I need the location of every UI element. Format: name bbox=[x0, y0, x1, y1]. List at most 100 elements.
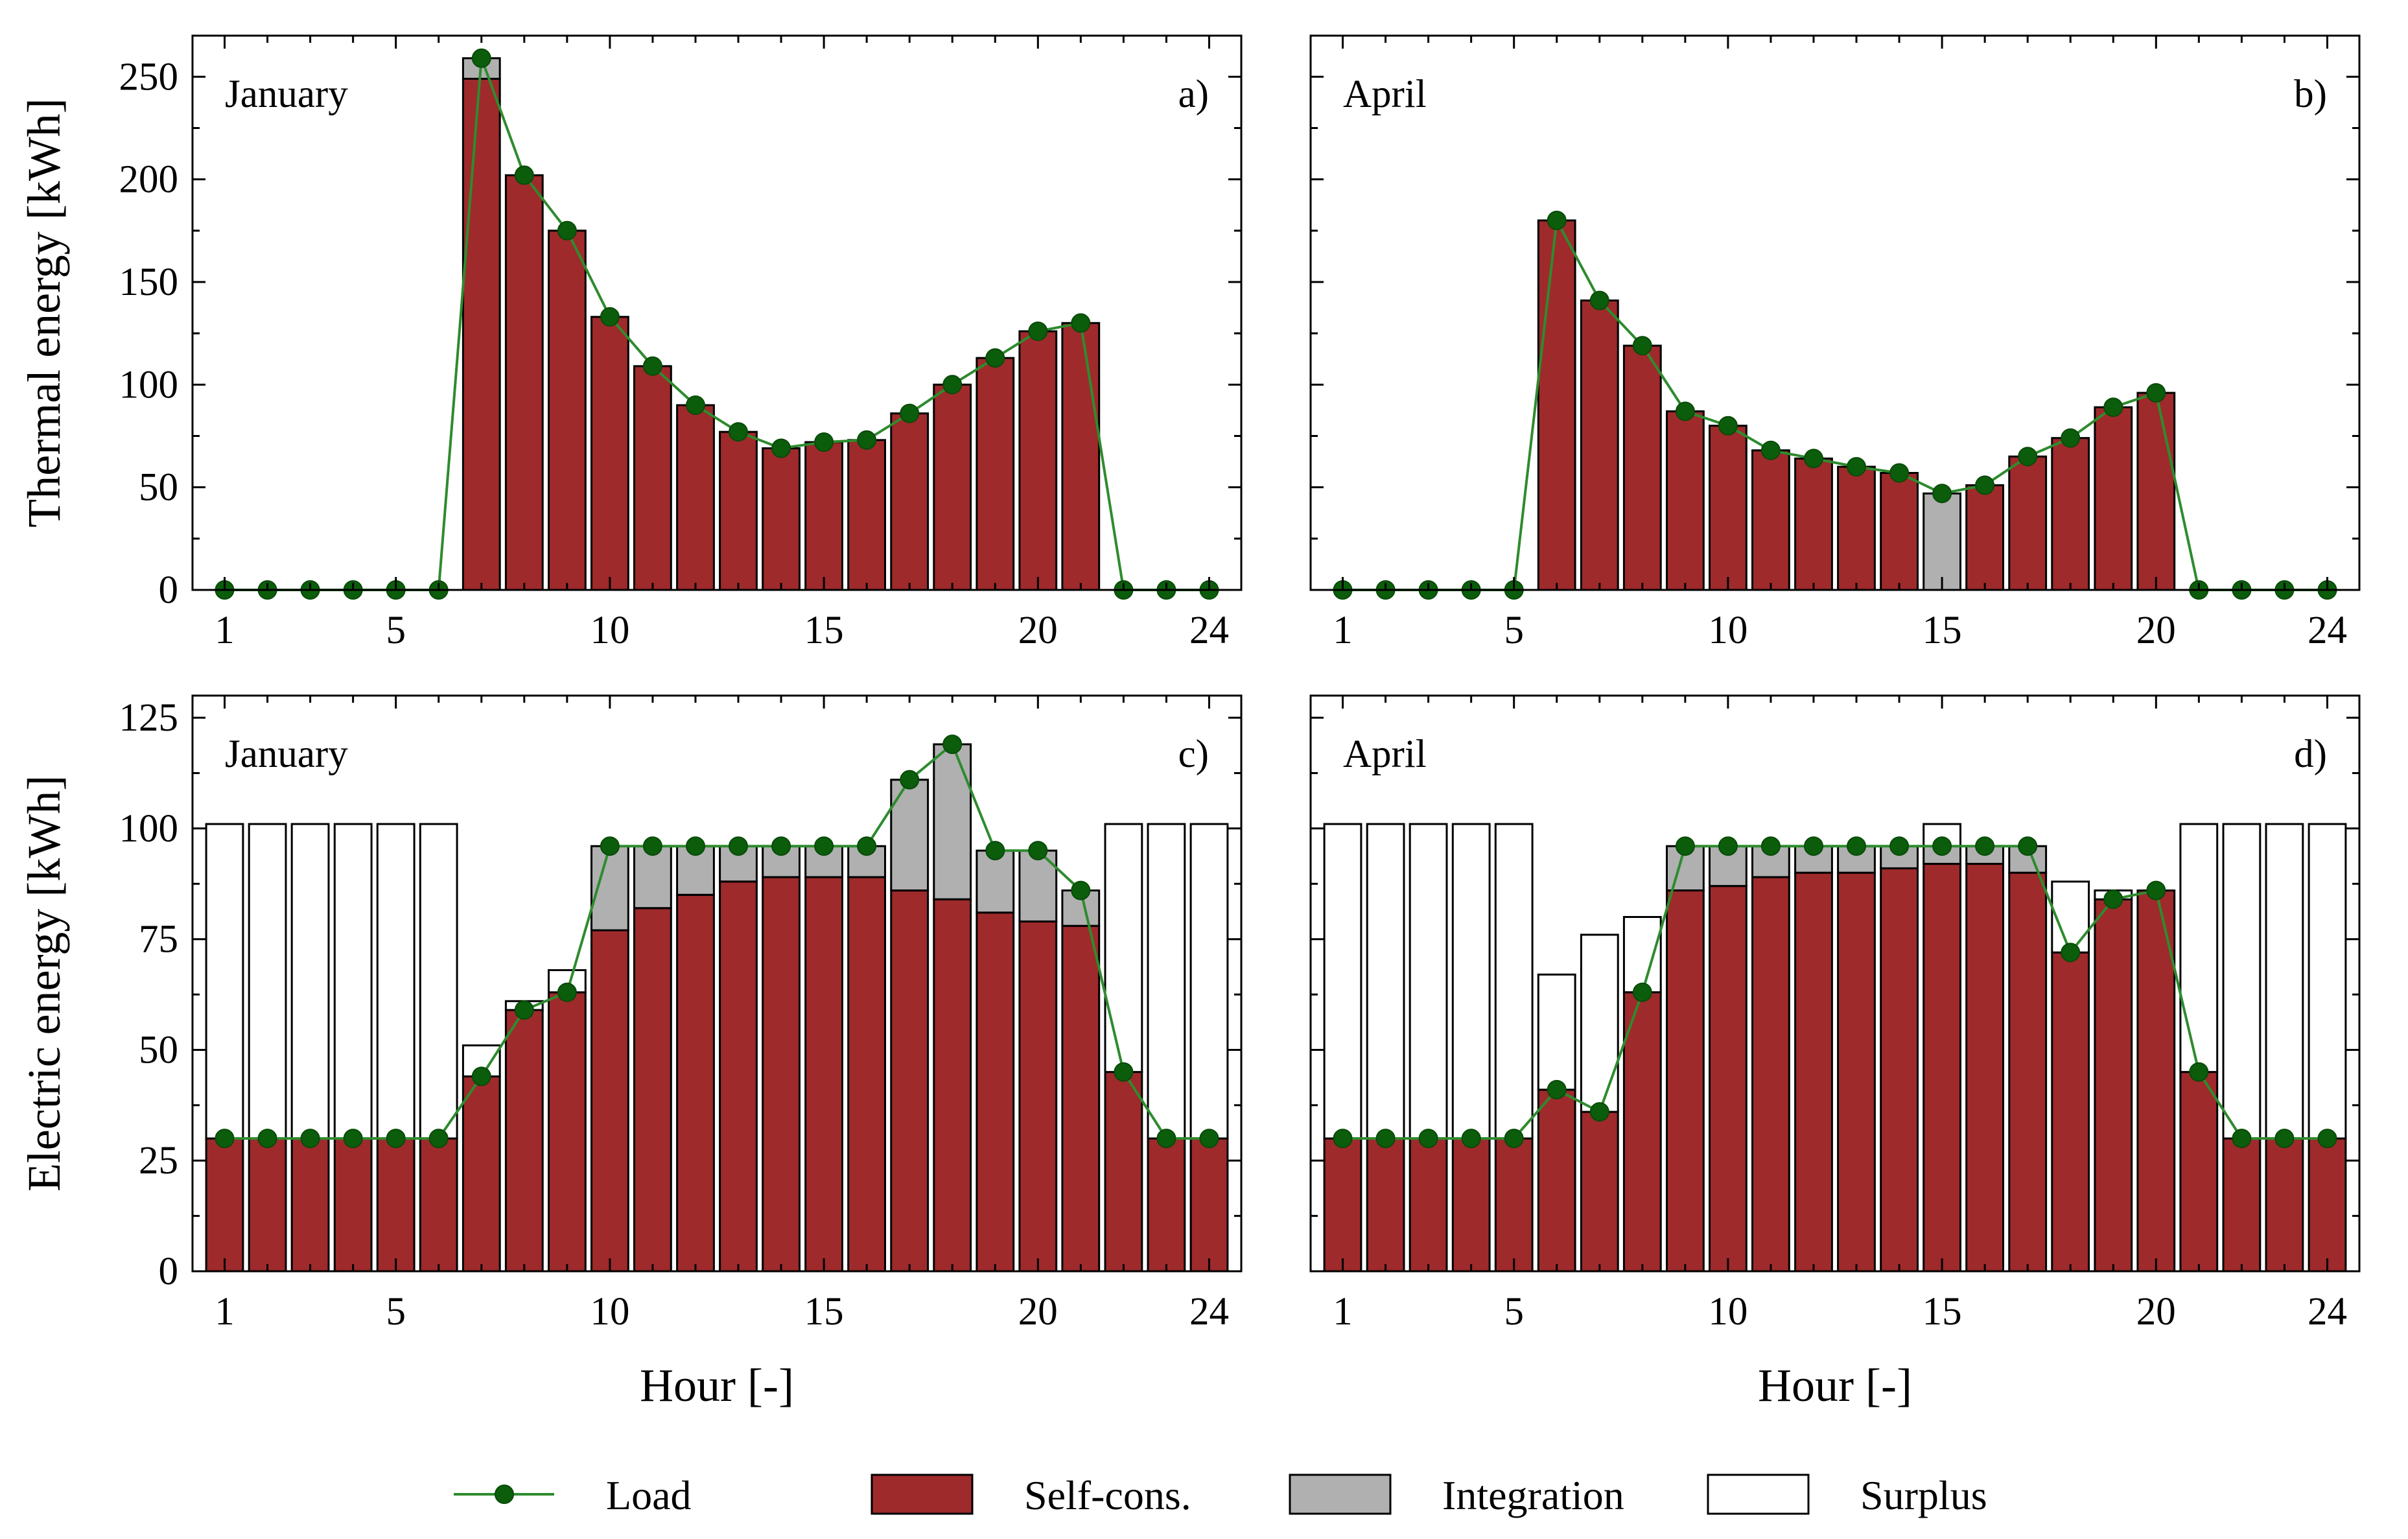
bar-self-hour-11 bbox=[633, 365, 672, 591]
bar-self-hour-9 bbox=[1666, 889, 1705, 1273]
load-point-hour-5 bbox=[1504, 1129, 1524, 1149]
load-point-hour-13 bbox=[729, 422, 748, 442]
load-point-hour-12 bbox=[686, 395, 705, 415]
panel-title: April bbox=[1343, 733, 1427, 776]
bar-surplus-hour-23 bbox=[1147, 823, 1186, 1140]
bar-self-hour-20 bbox=[1018, 920, 1058, 1273]
xtick-label: 10 bbox=[590, 1290, 629, 1333]
xtick-label: 24 bbox=[1189, 1290, 1229, 1333]
bar-self-hour-14 bbox=[762, 447, 801, 591]
bar-surplus-hour-2 bbox=[1366, 823, 1405, 1140]
xtick-label: 15 bbox=[1923, 1290, 1962, 1333]
bar-self-hour-16 bbox=[1965, 484, 2004, 591]
load-point-hour-10 bbox=[1718, 836, 1738, 856]
xtick-label: 5 bbox=[1504, 609, 1524, 652]
bar-self-hour-3 bbox=[290, 1137, 330, 1273]
load-point-hour-21 bbox=[1071, 880, 1091, 900]
xtick-label: 20 bbox=[1018, 1290, 1058, 1333]
load-point-hour-19 bbox=[985, 841, 1005, 861]
bar-self-hour-8 bbox=[1622, 344, 1662, 591]
bar-surplus-hour-4 bbox=[1451, 823, 1491, 1140]
load-point-hour-23 bbox=[1156, 1129, 1176, 1149]
load-point-hour-11 bbox=[642, 836, 662, 856]
load-point-hour-2 bbox=[257, 1129, 277, 1149]
load-point-hour-20 bbox=[2146, 383, 2166, 403]
load-point-hour-4 bbox=[1461, 1129, 1481, 1149]
load-point-hour-8 bbox=[1632, 982, 1652, 1002]
bar-self-hour-20 bbox=[2136, 392, 2176, 591]
ytick-label: 0 bbox=[159, 1250, 179, 1293]
load-point-hour-20 bbox=[2146, 880, 2166, 900]
legend-surplus-label: Surplus bbox=[1860, 1472, 1987, 1518]
x-axis-label: Hour [-] bbox=[640, 1359, 794, 1411]
bar-self-hour-11 bbox=[633, 907, 672, 1273]
bar-self-hour-8 bbox=[504, 174, 544, 591]
bar-self-hour-16 bbox=[847, 876, 886, 1273]
load-point-hour-5 bbox=[386, 1129, 406, 1149]
load-point-hour-8 bbox=[514, 165, 534, 185]
bar-surplus-hour-24 bbox=[2308, 823, 2347, 1140]
bar-self-hour-5 bbox=[1494, 1137, 1534, 1273]
bar-integration-hour-11 bbox=[1751, 845, 1790, 878]
ytick-label: 50 bbox=[139, 466, 178, 510]
bar-integration-hour-19 bbox=[976, 849, 1015, 914]
load-point-hour-15 bbox=[814, 432, 834, 452]
bar-self-hour-5 bbox=[376, 1137, 415, 1273]
bar-self-hour-21 bbox=[1061, 924, 1101, 1273]
bar-self-hour-17 bbox=[890, 412, 929, 591]
bar-self-hour-4 bbox=[333, 1137, 373, 1273]
load-point-hour-13 bbox=[1847, 836, 1866, 856]
xtick-label: 1 bbox=[215, 1290, 235, 1333]
ytick-label: 50 bbox=[139, 1028, 178, 1072]
panel-title: January bbox=[225, 73, 348, 116]
load-point-hour-16 bbox=[1975, 836, 1995, 856]
panel-tag: d) bbox=[2294, 733, 2327, 776]
load-point-hour-3 bbox=[300, 1129, 320, 1149]
bar-self-hour-9 bbox=[548, 991, 587, 1273]
bar-self-hour-24 bbox=[1189, 1137, 1229, 1273]
xtick-label: 15 bbox=[804, 1290, 844, 1333]
bar-self-hour-11 bbox=[1751, 876, 1790, 1273]
load-point-hour-24 bbox=[2317, 1129, 2337, 1149]
bar-self-hour-13 bbox=[1837, 465, 1876, 591]
load-point-hour-15 bbox=[1932, 836, 1952, 856]
load-point-hour-17 bbox=[900, 770, 920, 790]
bar-self-hour-14 bbox=[1880, 472, 1919, 591]
xtick-label: 20 bbox=[2136, 1290, 2176, 1333]
bar-self-hour-6 bbox=[1537, 219, 1576, 591]
bar-surplus-hour-22 bbox=[1104, 823, 1143, 1074]
ytick-label: 125 bbox=[119, 696, 179, 740]
bar-self-hour-14 bbox=[762, 876, 801, 1273]
bar-surplus-hour-6 bbox=[1537, 973, 1576, 1091]
load-point-hour-16 bbox=[1975, 475, 1995, 495]
load-point-hour-9 bbox=[1675, 401, 1695, 421]
load-point-hour-11 bbox=[642, 356, 662, 376]
load-point-hour-17 bbox=[2018, 447, 2038, 467]
bar-self-hour-8 bbox=[1622, 991, 1662, 1273]
bar-surplus-hour-22 bbox=[2222, 823, 2262, 1140]
bar-self-hour-13 bbox=[1837, 871, 1876, 1273]
load-point-hour-6 bbox=[1547, 211, 1567, 230]
bar-surplus-hour-8 bbox=[1622, 916, 1662, 994]
legend-integration-label: Integration bbox=[1442, 1472, 1624, 1518]
bar-self-hour-17 bbox=[2008, 871, 2048, 1273]
load-point-hour-23 bbox=[2274, 1129, 2295, 1149]
bar-self-hour-7 bbox=[1580, 1110, 1619, 1273]
legend-surplus-swatch bbox=[1707, 1474, 1810, 1515]
load-point-hour-14 bbox=[1889, 463, 1910, 483]
xtick-label: 5 bbox=[386, 609, 406, 652]
bar-surplus-hour-23 bbox=[2265, 823, 2304, 1140]
load-point-hour-14 bbox=[771, 836, 791, 856]
load-point-hour-8 bbox=[1632, 336, 1652, 356]
plot-frame bbox=[1309, 34, 2361, 591]
xtick-label: 1 bbox=[215, 609, 235, 652]
panel-tag: b) bbox=[2294, 73, 2327, 116]
bar-self-hour-9 bbox=[548, 229, 587, 591]
load-point-hour-17 bbox=[2018, 836, 2038, 856]
bar-self-hour-15 bbox=[804, 876, 843, 1273]
load-point-hour-4 bbox=[343, 1129, 363, 1149]
xtick-label: 5 bbox=[386, 1290, 406, 1333]
load-point-hour-18 bbox=[942, 734, 963, 755]
y-axis-label: Thermal energy [kWh] bbox=[18, 98, 70, 527]
